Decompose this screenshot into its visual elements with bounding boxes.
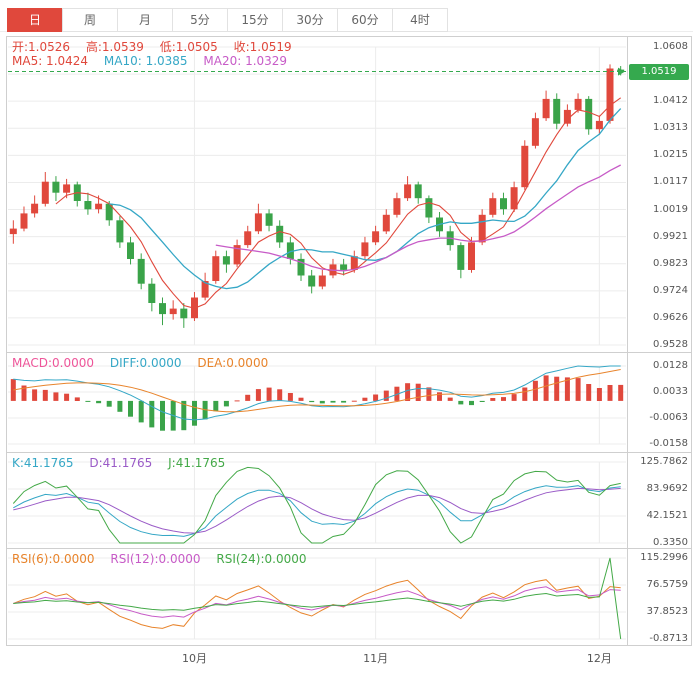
close-value: 收:1.0519 [233,40,292,54]
rsi-y-axis-label: -0.8713 [649,633,688,644]
x-axis-label: 12月 [586,652,612,665]
ma-info-row: MA5: 1.0424 MA10: 1.0385 MA20: 1.0329 [12,54,299,68]
tab-day[interactable]: 日 [7,8,63,32]
rsi-y-axis-label: 37.8523 [646,606,688,617]
gridlines [8,46,626,640]
low-value: 低:1.0505 [159,40,218,54]
macd-y-axis-label: -0.0063 [649,412,688,423]
kdj-y-axis-label: 125.7862 [640,456,688,467]
main-y-axis-label: 1.0215 [653,149,688,161]
main-y-axis-label: 1.0019 [653,203,688,215]
last-price-arrow-icon [618,67,625,76]
j-value: J:41.1765 [168,456,226,470]
kdj-lines [12,466,621,544]
main-y-axis-label: 0.9921 [653,230,688,242]
macd-y-axis-label: 0.0033 [653,386,688,397]
last-price-line [8,67,626,76]
tab-4hour[interactable]: 4时 [392,8,448,32]
candlestick-series [9,64,625,328]
high-value: 高:1.0539 [85,40,144,54]
rsi12-value: RSI(12):0.0000 [110,552,201,566]
main-y-axis-label: 1.0412 [653,95,688,107]
ma-lines [55,97,622,309]
dea-value: DEA:0.0000 [197,356,269,370]
kdj-y-axis-label: 42.1521 [646,510,688,521]
ma20-value: MA20: 1.0329 [203,54,288,68]
tab-60min[interactable]: 60分 [337,8,393,32]
tab-month[interactable]: 月 [117,8,173,32]
main-y-axis-label: 1.0608 [653,41,688,52]
tab-30min[interactable]: 30分 [282,8,338,32]
rsi-y-axis-label: 115.2996 [640,552,688,563]
macd-lines [13,365,621,421]
macd-info-row: MACD:0.0000 DIFF:0.0000 DEA:0.0000 [12,356,280,370]
rsi24-value: RSI(24):0.0000 [216,552,307,566]
period-tab-bar: 日周月 5分 15分 30分 60分 4时 [7,8,448,32]
rsi-y-axis-label: 76.5759 [646,579,688,590]
rsi-lines [13,557,622,640]
rsi6-value: RSI(6):0.0000 [12,552,95,566]
kdj-info-row: K:41.1765 D:41.1765 J:41.1765 [12,456,237,470]
x-axis-label: 11月 [363,652,389,665]
main-y-axis-label: 1.0117 [653,176,688,188]
tab-15min[interactable]: 15分 [227,8,283,32]
x-axis-label: 10月 [181,652,207,665]
macd-y-axis-label: 0.0128 [653,360,688,371]
macd-y-axis-label: -0.0158 [649,438,688,449]
main-y-axis-label: 1.0313 [653,122,688,134]
open-value: 开:1.0526 [12,40,71,54]
ohlc-info-row: 开:1.0526 高:1.0539 低:1.0505 收:1.0519 [12,38,304,55]
macd-value: MACD:0.0000 [12,356,95,370]
tab-week[interactable]: 周 [62,8,118,32]
last-price-badge: 1.0519 [629,63,689,80]
k-value: K:41.1765 [12,456,74,470]
ma10-value: MA10: 1.0385 [103,54,188,68]
main-y-axis-label: 0.9823 [653,257,688,269]
kdj-y-axis-label: 83.9692 [646,483,688,494]
kdj-y-axis-label: 0.3350 [653,537,688,548]
tab-5min[interactable]: 5分 [172,8,228,32]
d-value: D:41.1765 [89,456,153,470]
rsi-info-row: RSI(6):0.0000 RSI(12):0.0000 RSI(24):0.0… [12,552,319,566]
ma5-value: MA5: 1.0424 [12,54,89,68]
main-y-axis-label: 0.9724 [653,284,688,296]
main-y-axis-label: 0.9528 [653,339,688,350]
diff-value: DIFF:0.0000 [109,356,182,370]
main-y-axis-label: 0.9626 [653,311,688,323]
panel-frame [6,36,692,646]
